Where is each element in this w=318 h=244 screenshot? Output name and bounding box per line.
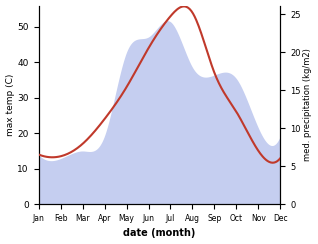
Y-axis label: med. precipitation (kg/m2): med. precipitation (kg/m2) xyxy=(303,48,313,161)
X-axis label: date (month): date (month) xyxy=(123,228,196,238)
Y-axis label: max temp (C): max temp (C) xyxy=(5,74,15,136)
